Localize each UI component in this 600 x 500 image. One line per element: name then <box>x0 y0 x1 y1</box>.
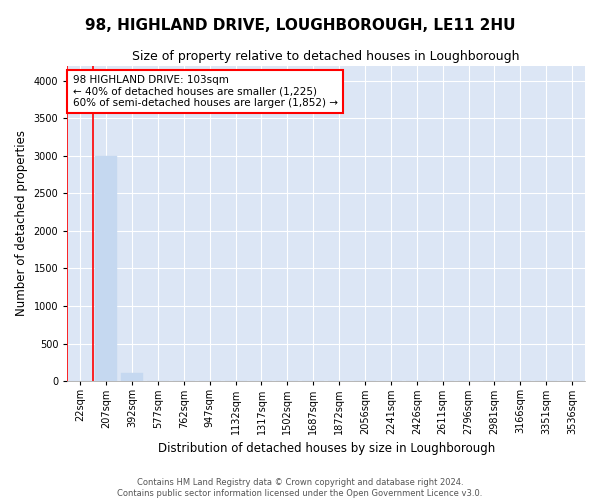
Text: Contains HM Land Registry data © Crown copyright and database right 2024.
Contai: Contains HM Land Registry data © Crown c… <box>118 478 482 498</box>
Text: 98 HIGHLAND DRIVE: 103sqm
← 40% of detached houses are smaller (1,225)
60% of se: 98 HIGHLAND DRIVE: 103sqm ← 40% of detac… <box>73 75 338 108</box>
X-axis label: Distribution of detached houses by size in Loughborough: Distribution of detached houses by size … <box>158 442 495 455</box>
Bar <box>121 373 143 381</box>
Bar <box>95 156 117 381</box>
Text: 98, HIGHLAND DRIVE, LOUGHBOROUGH, LE11 2HU: 98, HIGHLAND DRIVE, LOUGHBOROUGH, LE11 2… <box>85 18 515 32</box>
Y-axis label: Number of detached properties: Number of detached properties <box>15 130 28 316</box>
Title: Size of property relative to detached houses in Loughborough: Size of property relative to detached ho… <box>133 50 520 63</box>
